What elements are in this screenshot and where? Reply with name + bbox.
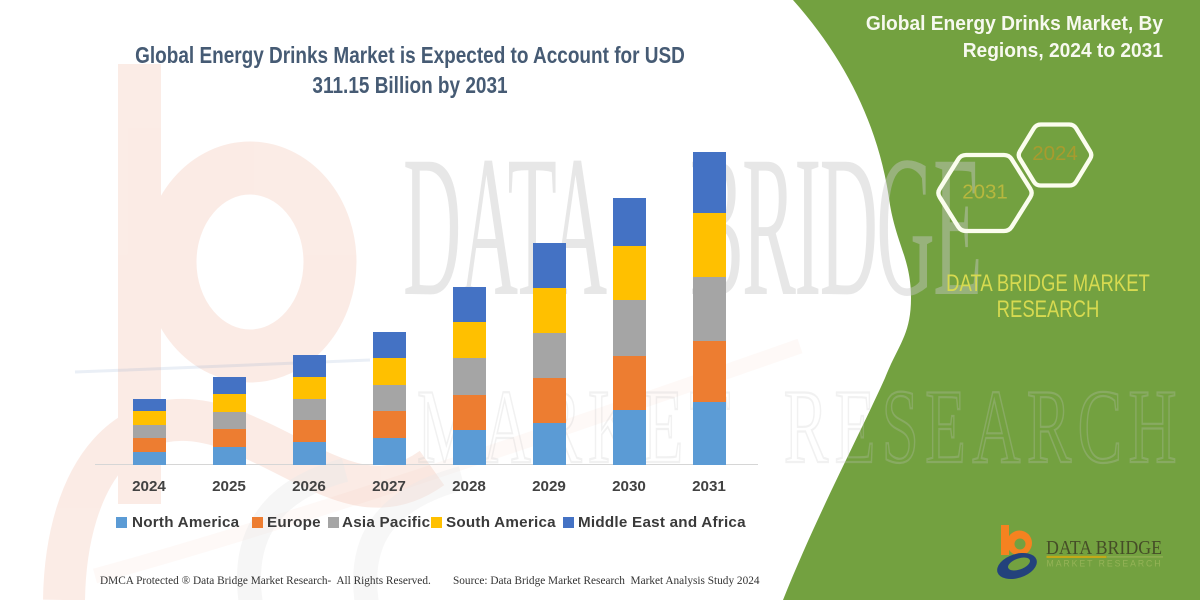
svg-text:2024: 2024 (1032, 142, 1078, 165)
svg-text:DATA BRIDGE: DATA BRIDGE (1046, 538, 1162, 559)
svg-text:2031: 2031 (962, 181, 1008, 204)
svg-text:MARKET RESEARCH: MARKET RESEARCH (1047, 559, 1163, 569)
